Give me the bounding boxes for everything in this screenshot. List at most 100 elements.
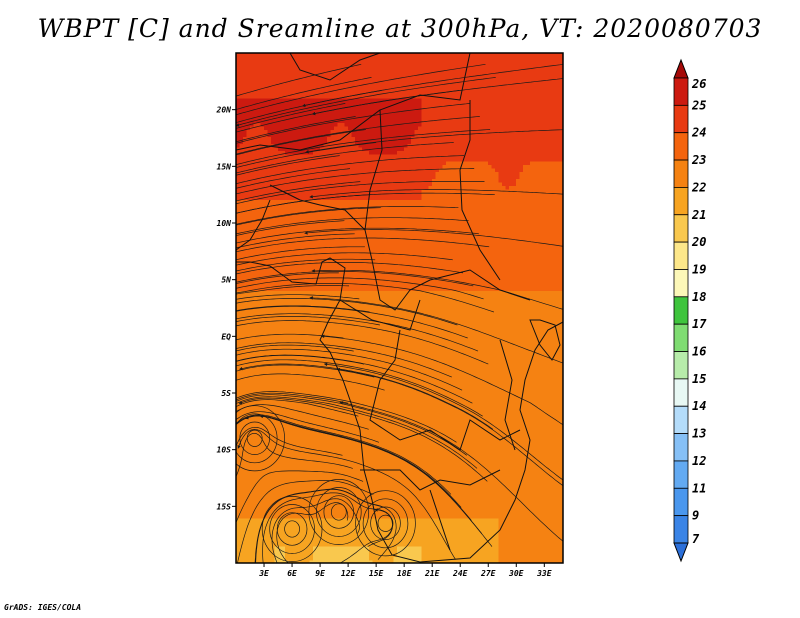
field-cell (253, 224, 258, 229)
field-cell (537, 126, 542, 131)
field-cell (243, 84, 248, 89)
field-cell (547, 151, 552, 156)
field-cell (260, 88, 265, 93)
field-cell (516, 158, 521, 163)
field-cell (390, 175, 395, 180)
field-cell (425, 182, 430, 187)
field-cell (502, 102, 507, 107)
field-cell (327, 123, 332, 128)
field-cell (362, 70, 367, 75)
field-cell (453, 189, 458, 194)
field-cell (404, 119, 409, 124)
field-cell (337, 112, 342, 117)
field-cell (313, 67, 318, 72)
field-cell (299, 196, 304, 201)
field-cell (386, 126, 391, 131)
field-cell (470, 158, 475, 163)
field-cell (407, 200, 412, 205)
field-cell (456, 196, 461, 201)
field-cell (502, 196, 507, 201)
field-cell (302, 77, 307, 82)
field-cell (253, 88, 258, 93)
field-cell (442, 224, 447, 229)
field-cell (250, 231, 255, 236)
field-cell (309, 207, 314, 212)
field-cell (320, 67, 325, 72)
field-cell (537, 102, 542, 107)
field-cell (526, 109, 531, 114)
field-cell (250, 172, 255, 177)
field-cell (404, 203, 409, 208)
field-cell (551, 200, 556, 205)
field-cell (390, 189, 395, 194)
field-cell (411, 126, 416, 131)
field-cell (519, 196, 524, 201)
field-cell (299, 203, 304, 208)
field-cell (404, 193, 409, 198)
field-cell (453, 214, 458, 219)
field-cell (491, 91, 496, 96)
field-cell (470, 95, 475, 100)
field-cell (407, 147, 412, 152)
field-cell (355, 200, 360, 205)
field-cell (558, 70, 563, 75)
field-cell (292, 67, 297, 72)
field-cell (376, 175, 381, 180)
field-cell (551, 144, 556, 149)
field-cell (327, 84, 332, 89)
field-cell (537, 231, 542, 236)
field-cell (460, 95, 465, 100)
field-cell (253, 235, 258, 240)
field-cell (418, 224, 423, 229)
field-cell (509, 175, 514, 180)
field-cell (313, 193, 318, 198)
field-cell (281, 144, 286, 149)
field-cell (271, 74, 276, 79)
field-cell (484, 109, 489, 114)
field-cell (460, 126, 465, 131)
field-cell (554, 147, 559, 152)
field-cell (281, 77, 286, 82)
field-cell (246, 224, 251, 229)
field-cell (484, 133, 489, 138)
field-cell (299, 67, 304, 72)
field-cell (456, 147, 461, 152)
field-cell (502, 81, 507, 86)
field-cell (470, 88, 475, 93)
field-cell (463, 84, 468, 89)
field-cell (558, 207, 563, 212)
field-cell (418, 165, 423, 170)
field-cell (344, 175, 349, 180)
field-cell (285, 147, 290, 152)
field-cell (309, 161, 314, 166)
field-cell (397, 70, 402, 75)
field-cell (453, 119, 458, 124)
field-cell (239, 203, 244, 208)
field-cell (369, 154, 374, 159)
field-cell (446, 102, 451, 107)
field-cell (327, 179, 332, 184)
field-cell (544, 228, 549, 233)
field-cell (330, 172, 335, 177)
field-cell (456, 133, 461, 138)
field-cell (474, 105, 479, 110)
field-cell (313, 91, 318, 96)
field-cell (358, 214, 363, 219)
field-cell (299, 119, 304, 124)
field-cell (369, 130, 374, 135)
field-cell (397, 175, 402, 180)
field-cell (470, 161, 475, 166)
field-cell (246, 67, 251, 72)
field-cell (495, 130, 500, 135)
field-cell (498, 74, 503, 79)
field-cell (337, 123, 342, 128)
field-cell (502, 105, 507, 110)
field-cell (358, 70, 363, 75)
field-cell (439, 95, 444, 100)
field-cell (453, 53, 458, 58)
field-cell (530, 56, 535, 61)
field-cell (320, 84, 325, 89)
field-cell (481, 224, 486, 229)
field-cell (309, 217, 314, 222)
field-cell (442, 60, 447, 65)
